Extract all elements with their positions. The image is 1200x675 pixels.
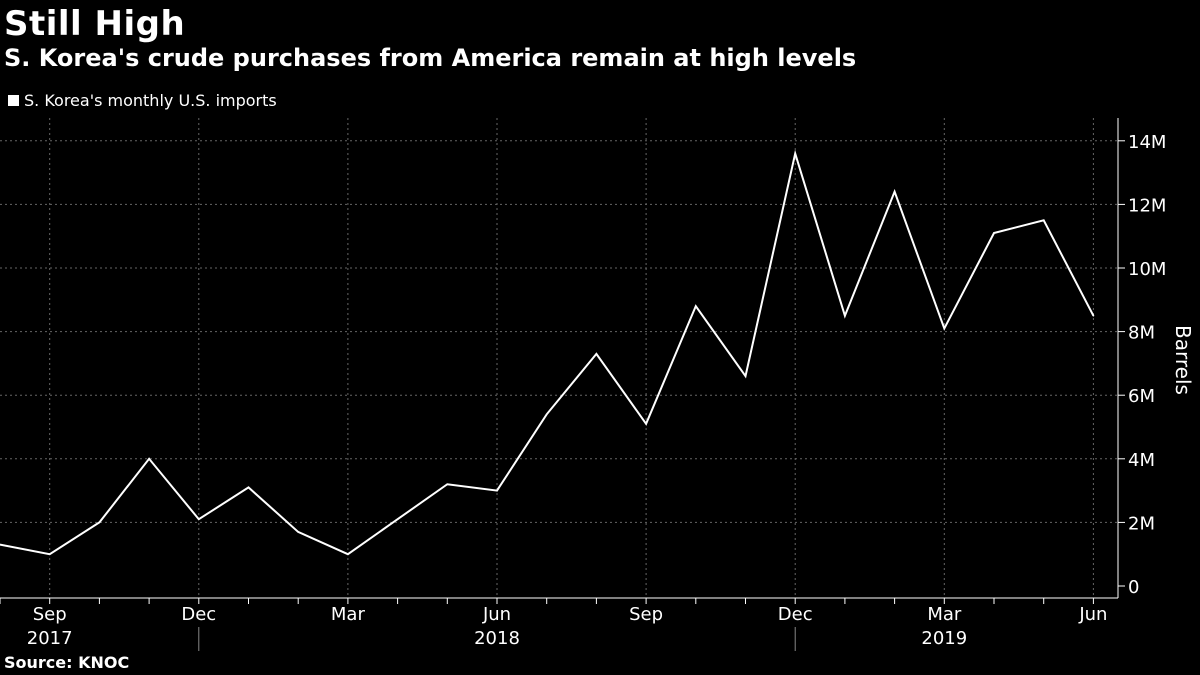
data-point	[645, 423, 647, 425]
data-point	[993, 232, 995, 234]
x-tick-label: Mar	[927, 604, 962, 625]
y-tick-label: 0	[1128, 577, 1139, 598]
data-point	[0, 543, 1, 546]
data-point	[347, 553, 349, 555]
data-point	[794, 152, 796, 155]
data-point	[545, 413, 548, 416]
data-point	[844, 314, 846, 317]
data-point	[297, 531, 300, 533]
y-tick-label: 10M	[1128, 259, 1166, 280]
data-point	[1042, 219, 1045, 222]
x-tick-label: Sep	[629, 604, 663, 625]
data-point	[396, 518, 399, 521]
x-tick-label: Jun	[1078, 604, 1107, 625]
x-year-label: 2017	[27, 628, 73, 649]
chart-subtitle: S. Korea's crude purchases from America …	[4, 44, 857, 72]
data-point	[595, 353, 598, 355]
y-tick-label: 14M	[1128, 132, 1166, 153]
y-tick-label: 12M	[1128, 195, 1166, 216]
data-point	[744, 375, 747, 377]
data-point	[198, 518, 200, 521]
x-tick-label: Sep	[33, 604, 67, 625]
data-point	[446, 483, 449, 486]
x-tick-label: Dec	[181, 604, 216, 625]
data-point	[148, 458, 150, 460]
legend: S. Korea's monthly U.S. imports	[8, 91, 277, 110]
data-point	[48, 553, 51, 555]
legend-label: S. Korea's monthly U.S. imports	[24, 91, 277, 110]
y-axis-title: Barrels	[1171, 325, 1195, 395]
chart-title: Still High	[4, 4, 186, 44]
y-tick-label: 6M	[1128, 386, 1155, 407]
x-year-label: 2019	[921, 628, 967, 649]
data-point	[496, 489, 498, 492]
x-tick-label: Mar	[331, 604, 366, 625]
x-tick-label: Jun	[482, 604, 511, 625]
data-point	[98, 521, 101, 524]
data-point	[247, 486, 250, 489]
legend-swatch	[8, 95, 19, 106]
x-year-label: 2018	[474, 628, 520, 649]
data-point	[893, 190, 896, 193]
data-point	[695, 305, 697, 307]
y-tick-label: 4M	[1128, 450, 1155, 471]
x-tick-label: Dec	[778, 604, 813, 625]
source-note: Source: KNOC	[4, 653, 130, 672]
data-point	[943, 327, 946, 330]
y-tick-label: 8M	[1128, 323, 1155, 344]
series-line	[0, 149, 1095, 556]
data-point	[1092, 314, 1095, 317]
y-tick-label: 2M	[1128, 513, 1155, 534]
